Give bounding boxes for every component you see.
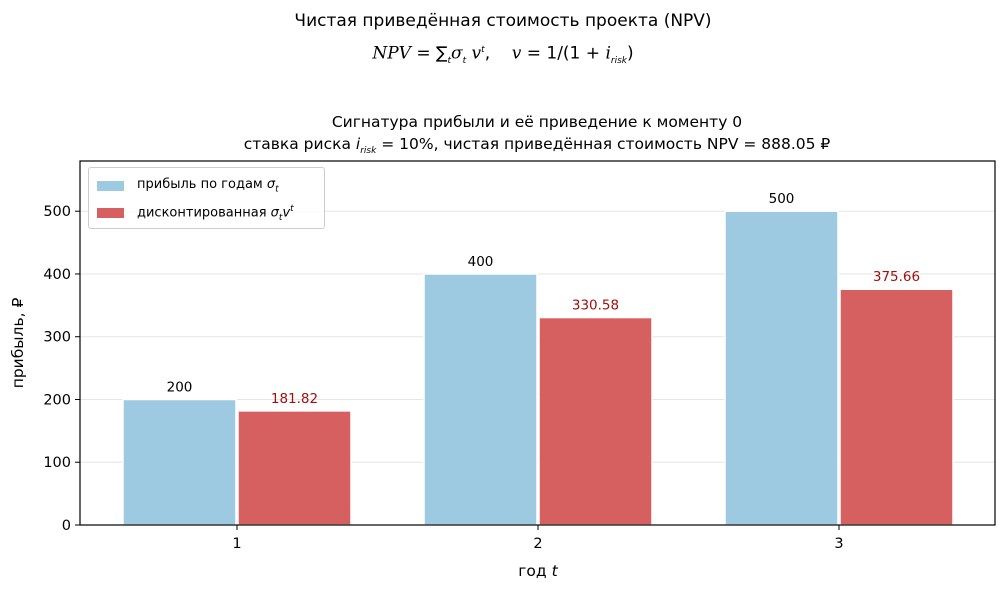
y-axis-label: прибыль, ₽	[9, 298, 27, 389]
x-tick-label: 3	[834, 536, 843, 552]
bar-discounted	[237, 410, 352, 526]
formula-v2: v	[511, 43, 522, 64]
chart-title-prefix: ставка риска	[243, 135, 356, 153]
bar-value-label: 400	[468, 254, 494, 270]
formula-eq2: = 1/(1 +	[521, 43, 606, 64]
formula-npv: NPV	[372, 43, 411, 64]
x-axis-ticks: 1 2 3	[232, 525, 844, 552]
legend-sub-discounted: t	[278, 212, 283, 223]
legend-text-discounted: дисконтированная	[137, 205, 271, 221]
y-tick-label: 100	[43, 455, 71, 471]
bar-labels: 200 400 500 181.82 330.58 375.66	[167, 191, 921, 407]
npv-formula: NPV = ∑tσt vt, v = 1/(1 + irisk)	[0, 38, 1006, 73]
legend-swatch-discounted	[97, 208, 124, 219]
chart-title-line1: Сигнатура прибыли и её приведение к моме…	[331, 113, 743, 131]
bar-value-label: 500	[769, 191, 795, 207]
x-axis-label: год t	[518, 562, 558, 580]
y-axis-ticks: 0 100 200 300 400 500	[43, 204, 80, 534]
legend-item-discounted: дисконтированная σtvt	[97, 204, 294, 223]
formula-v-sup: t	[481, 45, 485, 55]
formula-sum-index: t	[447, 56, 451, 67]
x-tick-label: 2	[533, 536, 542, 552]
formula-close: )	[626, 43, 634, 64]
x-tick-label: 1	[232, 536, 241, 552]
y-tick-label: 200	[43, 392, 71, 408]
bar-value-label: 330.58	[572, 298, 619, 314]
legend-item-profit: прибыль по годам σt	[97, 177, 279, 195]
legend-sup-discounted: t	[290, 204, 294, 214]
formula-eq-sum: = ∑	[410, 43, 448, 64]
chart-title-suffix: = 10%, чистая приведённая стоимость NPV …	[376, 135, 831, 153]
formula-v: v	[466, 43, 482, 64]
legend-label-profit: прибыль по годам σt	[137, 177, 279, 195]
legend-sub-profit: t	[275, 184, 279, 195]
bar-discounted	[839, 288, 954, 526]
bar-value-label: 200	[167, 379, 193, 395]
legend-label-discounted: дисконтированная σtvt	[137, 204, 294, 223]
legend: прибыль по годам σt дисконтированная σtv…	[88, 167, 325, 229]
legend-text-profit: прибыль по годам	[137, 177, 267, 192]
formula-i-sub: risk	[610, 56, 627, 67]
bar-value-label: 181.82	[271, 391, 318, 407]
formula-sigma-sub: t	[462, 56, 467, 67]
y-tick-label: 300	[43, 330, 71, 346]
legend-sym-profit: σ	[266, 177, 276, 192]
y-tick-label: 500	[43, 204, 71, 220]
bar-discounted	[538, 316, 653, 526]
bar-profit	[724, 210, 839, 526]
bars	[122, 210, 954, 526]
formula-sigma: σ	[451, 43, 463, 64]
legend-sym-discounted: σ	[270, 205, 279, 221]
legend-swatch-profit	[97, 180, 124, 191]
legend-v-discounted: v	[282, 205, 291, 221]
formula-sep: ,	[484, 43, 512, 64]
formula-i: i	[605, 43, 611, 64]
chart-title-i-sub: risk	[360, 146, 377, 157]
y-tick-label: 0	[62, 518, 71, 534]
chart-title-line2: ставка риска irisk = 10%, чистая приведё…	[0, 134, 1006, 161]
chart-title-i: i	[355, 135, 361, 153]
bar-profit	[122, 398, 237, 526]
x-axis-label-var: t	[552, 562, 559, 580]
bar-value-label: 375.66	[873, 269, 920, 285]
y-tick-label: 400	[43, 267, 71, 283]
x-axis-label-text: год	[518, 562, 546, 580]
figure-suptitle: Чистая приведённая стоимость проекта (NP…	[294, 11, 712, 31]
bar-profit	[423, 273, 538, 526]
